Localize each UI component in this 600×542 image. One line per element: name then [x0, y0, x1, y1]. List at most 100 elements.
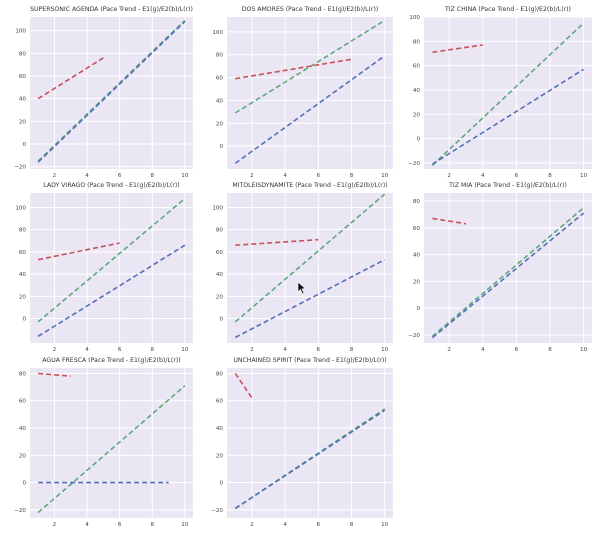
series-line-e2 — [431, 68, 585, 165]
x-tick-label: 2 — [250, 173, 254, 179]
plot-background — [227, 17, 393, 169]
plot-background — [424, 193, 592, 343]
y-tick-label: 80 — [216, 371, 224, 377]
y-tick-label: 20 — [216, 121, 224, 127]
x-tick-label: 8 — [350, 347, 354, 353]
subplot-title: DOS AMORES (Pace Trend - E1(g)/E2(b)/L(r… — [242, 6, 379, 13]
y-tick-label: 0 — [22, 142, 26, 148]
subplot-title: LADY VIRAGO (Pace Trend - E1(g)/E2(b)/L(… — [43, 182, 179, 189]
y-tick-label: 60 — [19, 74, 27, 80]
y-tick-label: 40 — [216, 98, 224, 104]
y-tick-label: 60 — [19, 250, 27, 256]
y-tick-label: 20 — [19, 294, 27, 300]
series-line-e1 — [234, 19, 386, 114]
y-tick-label: −20 — [14, 508, 26, 514]
series-line-l — [37, 242, 120, 261]
y-tick-label: 40 — [216, 426, 224, 432]
y-tick-label: 80 — [216, 228, 224, 234]
x-tick-label: 8 — [350, 522, 354, 528]
y-tick-label: 0 — [22, 317, 26, 323]
subplot-7: 2 4 6 8 10 −20 0 20 40 60 80 AGUA FRESCA (Pace Tren… — [14, 357, 193, 528]
x-tick-label: 6 — [317, 173, 321, 179]
y-tick-label: −20 — [211, 508, 223, 514]
x-tick-label: 2 — [250, 347, 254, 353]
y-tick-label: 20 — [216, 294, 224, 300]
y-tick-label: 0 — [22, 481, 26, 487]
y-tick-label: 0 — [416, 306, 420, 312]
y-tick-label: 60 — [216, 399, 224, 405]
x-tick-label: 4 — [283, 347, 287, 353]
series-line-l — [432, 217, 467, 225]
x-tick-label: 6 — [118, 522, 122, 528]
y-tick-label: 100 — [15, 29, 26, 35]
x-tick-label: 6 — [118, 173, 122, 179]
series-line-l — [432, 44, 483, 54]
series-line-e1 — [431, 22, 585, 166]
x-tick-label: 10 — [580, 347, 588, 353]
x-tick-label: 6 — [118, 347, 122, 353]
x-tick-label: 4 — [283, 173, 287, 179]
series-line-e2 — [234, 55, 386, 164]
series-line-e2 — [431, 212, 585, 339]
y-tick-label: 0 — [219, 144, 223, 150]
x-tick-label: 6 — [515, 173, 519, 179]
y-tick-label: 60 — [216, 250, 224, 256]
subplot-title: SUPERSONIC AGENDA (Pace Trend - E1(g)/E2… — [30, 6, 193, 13]
subplot-title: MITOLEISDYNAMITE (Pace Trend - E1(g)/E2(… — [232, 182, 387, 189]
series-line-e1 — [431, 207, 585, 337]
x-tick-label: 6 — [317, 347, 321, 353]
y-tick-label: 60 — [216, 76, 224, 82]
x-tick-label: 6 — [515, 347, 519, 353]
x-tick-label: 8 — [548, 173, 552, 179]
x-tick-label: 2 — [250, 522, 254, 528]
y-tick-label: 40 — [413, 88, 421, 94]
subplot-6: 2 4 6 8 10 −20 0 20 40 60 80 TIZ MIA (Pace Trend - … — [408, 182, 592, 353]
series-line-e2 — [37, 244, 186, 338]
x-tick-label: 8 — [150, 347, 154, 353]
x-tick-label: 2 — [447, 347, 451, 353]
subplot-8: 2 4 6 8 10 −20 0 20 40 60 80 UNCHAINED SPIRIT (Pace… — [211, 357, 393, 528]
y-tick-label: −20 — [408, 333, 420, 339]
x-tick-label: 2 — [53, 522, 57, 528]
y-tick-label: 80 — [216, 53, 224, 59]
subplot-title: UNCHAINED SPIRIT (Pace Trend - E1(g)/E2(… — [233, 357, 386, 364]
plot-background — [30, 193, 193, 343]
y-tick-label: 80 — [19, 371, 27, 377]
x-tick-label: 8 — [350, 173, 354, 179]
x-tick-label: 10 — [381, 522, 389, 528]
y-tick-label: 40 — [19, 97, 27, 103]
y-tick-label: 0 — [219, 317, 223, 323]
series-line-l — [235, 58, 352, 80]
series-line-e2 — [234, 409, 386, 510]
y-tick-label: 40 — [413, 253, 421, 259]
y-tick-label: 80 — [19, 51, 27, 57]
series-line-e2 — [234, 258, 386, 339]
series-line-e1 — [37, 19, 186, 162]
x-tick-label: 10 — [181, 173, 189, 179]
plot-background — [227, 368, 393, 518]
series-line-e2 — [37, 20, 186, 163]
x-tick-label: 2 — [447, 173, 451, 179]
series-line-l — [234, 373, 253, 399]
x-tick-label: 8 — [150, 173, 154, 179]
x-tick-label: 4 — [481, 347, 485, 353]
x-tick-label: 10 — [381, 347, 389, 353]
y-tick-label: 40 — [19, 272, 27, 278]
y-tick-label: 80 — [413, 39, 421, 45]
y-tick-label: 40 — [216, 272, 224, 278]
x-tick-label: 10 — [181, 347, 189, 353]
x-tick-label: 6 — [317, 522, 321, 528]
y-tick-label: −20 — [408, 161, 420, 167]
y-tick-label: 20 — [413, 279, 421, 285]
x-tick-label: 4 — [85, 347, 89, 353]
y-tick-label: 100 — [212, 30, 223, 36]
x-tick-label: 4 — [85, 522, 89, 528]
x-tick-label: 10 — [580, 173, 588, 179]
subplot-title: TIZ CHINA (Pace Trend - E1(g)/E2(b)/L(r)… — [444, 6, 571, 13]
series-line-l — [37, 57, 104, 100]
x-tick-label: 4 — [283, 522, 287, 528]
mouse-cursor-icon — [297, 281, 307, 295]
x-tick-label: 4 — [85, 173, 89, 179]
